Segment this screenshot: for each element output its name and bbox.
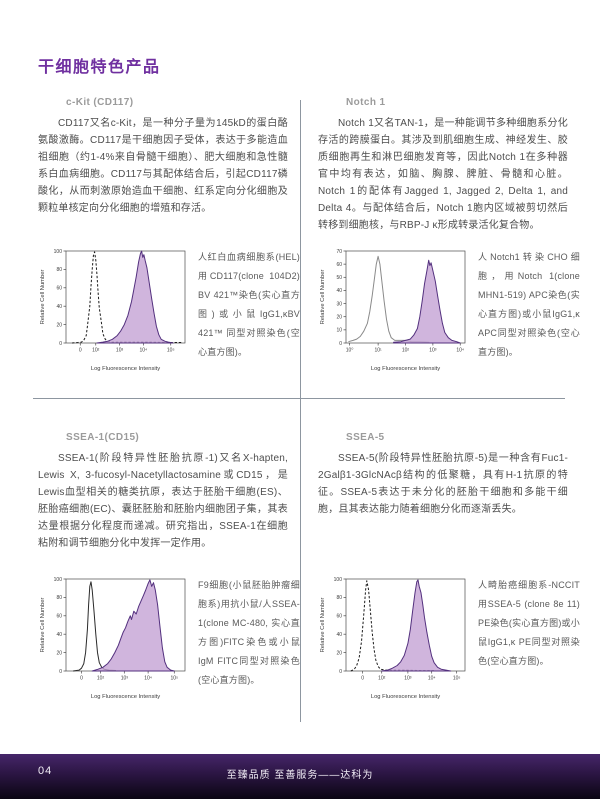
svg-text:10⁴: 10⁴ [428, 676, 436, 682]
svg-text:Relative Cell Number: Relative Cell Number [320, 270, 326, 325]
section-heading: SSEA-1(CD15) [66, 432, 140, 443]
svg-text:0: 0 [339, 341, 342, 347]
svg-text:40: 40 [56, 304, 62, 310]
svg-text:60: 60 [336, 262, 342, 268]
svg-text:Log Fluorescence Intensity: Log Fluorescence Intensity [371, 694, 440, 700]
figure: 0 20 40 60 80 100 0 10² 10³ 10⁴ 10⁵ Relative Cell N… [38, 572, 300, 701]
svg-text:Log Fluorescence Intensity: Log Fluorescence Intensity [371, 366, 440, 372]
page-title: 干细胞特色产品 [38, 58, 161, 76]
section-paragraph: Notch 1又名TAN-1，是一种能调节多种细胞系分化存活的跨膜蛋白。其涉及到… [318, 118, 568, 231]
page-number: 04 [38, 765, 53, 777]
svg-text:Relative Cell Number: Relative Cell Number [40, 270, 46, 325]
svg-text:20: 20 [336, 315, 342, 321]
panel-notch1: Notch 1 Notch 1又名TAN-1，是一种能调节多种细胞系分化存活的跨… [318, 97, 580, 397]
figure: 0 20 40 60 80 100 0 10² 10³ 10⁴ 10⁵ Relative Cell N… [38, 244, 300, 373]
svg-text:100: 100 [334, 577, 343, 583]
section-heading: SSEA-5 [346, 432, 385, 443]
panel-ssea5: SSEA-5 SSEA-5(阶段特异性胚胎抗原-5)是一种含有Fuc1-2Gal… [318, 432, 580, 722]
svg-text:10⁴: 10⁴ [139, 348, 147, 354]
svg-text:10³: 10³ [429, 348, 437, 354]
svg-text:30: 30 [336, 301, 342, 307]
figure-caption: 人畸胎癌细胞系-NCCIT用SSEA-5 (clone 8e 11) PE染色(… [478, 580, 580, 666]
svg-text:100: 100 [54, 577, 63, 583]
svg-text:0: 0 [59, 669, 62, 675]
section-paragraph: SSEA-5(阶段特异性胚胎抗原-5)是一种含有Fuc1-2Galβ1-3Glc… [318, 453, 568, 515]
section-paragraph: SSEA-1(阶段特异性胚胎抗原-1)又名X-hapten, Lewis X, … [38, 453, 288, 549]
panel-ckit-cd117: c-Kit (CD117) CD117又名c-Kit，是一种分子量为145kD的… [38, 97, 300, 397]
svg-text:20: 20 [56, 650, 62, 656]
svg-text:Log Fluorescence Intensity: Log Fluorescence Intensity [91, 366, 160, 372]
footer-slogan: 至臻品质 至善服务——达科为 [226, 770, 374, 781]
svg-text:10²: 10² [97, 676, 105, 682]
section-paragraph: CD117又名c-Kit，是一种分子量为145kD的蛋白酪氨酸激酶。CD117是… [38, 118, 288, 214]
svg-text:10⁰: 10⁰ [346, 348, 354, 354]
svg-text:10⁴: 10⁴ [144, 676, 152, 682]
figure-caption: 人Notch1转染CHO细胞，用Notch 1(clone MHN1-519) … [478, 252, 580, 357]
svg-text:80: 80 [336, 595, 342, 601]
svg-text:0: 0 [361, 676, 364, 682]
flow-histogram-chart: 0 20 40 60 80 100 0 10² 10³ 10⁴ 10⁵ Relative Cell N… [38, 572, 190, 701]
svg-text:70: 70 [336, 249, 342, 255]
svg-text:10⁵: 10⁵ [453, 676, 461, 682]
svg-text:10²: 10² [378, 676, 386, 682]
svg-text:10⁵: 10⁵ [167, 348, 175, 354]
figure-caption: F9细胞(小鼠胚胎肿瘤细胞系)用抗小鼠/人SSEA-1(clone MC-480… [198, 580, 300, 685]
svg-text:0: 0 [59, 341, 62, 347]
svg-text:50: 50 [336, 275, 342, 281]
svg-text:0: 0 [80, 676, 83, 682]
svg-text:10²: 10² [92, 348, 100, 354]
svg-text:40: 40 [336, 632, 342, 638]
svg-text:80: 80 [56, 267, 62, 273]
figure: 0 20 40 60 80 100 0 10² 10³ 10⁴ 10⁵ Relative Cell N… [318, 572, 580, 701]
svg-text:20: 20 [56, 322, 62, 328]
page-footer: 04 至臻品质 至善服务——达科为 [0, 754, 600, 799]
figure: 0 10 20 30 40 50 60 70 10⁰ 10¹ 10² 10³ 10⁴ Relative C… [318, 244, 580, 373]
svg-text:60: 60 [56, 614, 62, 620]
svg-text:40: 40 [336, 288, 342, 294]
svg-text:10³: 10³ [116, 348, 124, 354]
svg-text:60: 60 [336, 614, 342, 620]
svg-text:0: 0 [79, 348, 82, 354]
svg-text:10³: 10³ [121, 676, 129, 682]
svg-text:10¹: 10¹ [375, 348, 383, 354]
svg-text:0: 0 [339, 669, 342, 675]
svg-text:10⁵: 10⁵ [170, 676, 178, 682]
svg-text:60: 60 [56, 286, 62, 292]
svg-text:100: 100 [54, 249, 63, 255]
horizontal-divider [33, 398, 565, 399]
svg-text:10: 10 [336, 328, 342, 334]
figure-caption: 人红白血病细胞系(HEL)用CD117(clone 104D2) BV 421™… [198, 252, 300, 357]
svg-text:10²: 10² [402, 348, 410, 354]
vertical-divider [300, 100, 301, 722]
svg-text:80: 80 [56, 595, 62, 601]
flow-histogram-chart: 0 10 20 30 40 50 60 70 10⁰ 10¹ 10² 10³ 10⁴ Relative C… [318, 244, 470, 373]
svg-text:40: 40 [56, 632, 62, 638]
svg-text:Relative Cell Number: Relative Cell Number [320, 598, 326, 653]
section-heading: c-Kit (CD117) [66, 97, 134, 108]
flow-histogram-chart: 0 20 40 60 80 100 0 10² 10³ 10⁴ 10⁵ Relative Cell N… [38, 244, 190, 373]
panel-ssea1-cd15: SSEA-1(CD15) SSEA-1(阶段特异性胚胎抗原-1)又名X-hapt… [38, 432, 300, 722]
svg-text:Relative Cell Number: Relative Cell Number [40, 598, 46, 653]
section-heading: Notch 1 [346, 97, 386, 108]
svg-text:10³: 10³ [404, 676, 412, 682]
svg-text:Log Fluorescence Intensity: Log Fluorescence Intensity [91, 694, 160, 700]
flow-histogram-chart: 0 20 40 60 80 100 0 10² 10³ 10⁴ 10⁵ Relative Cell N… [318, 572, 470, 701]
svg-text:10⁴: 10⁴ [456, 348, 464, 354]
svg-text:20: 20 [336, 650, 342, 656]
